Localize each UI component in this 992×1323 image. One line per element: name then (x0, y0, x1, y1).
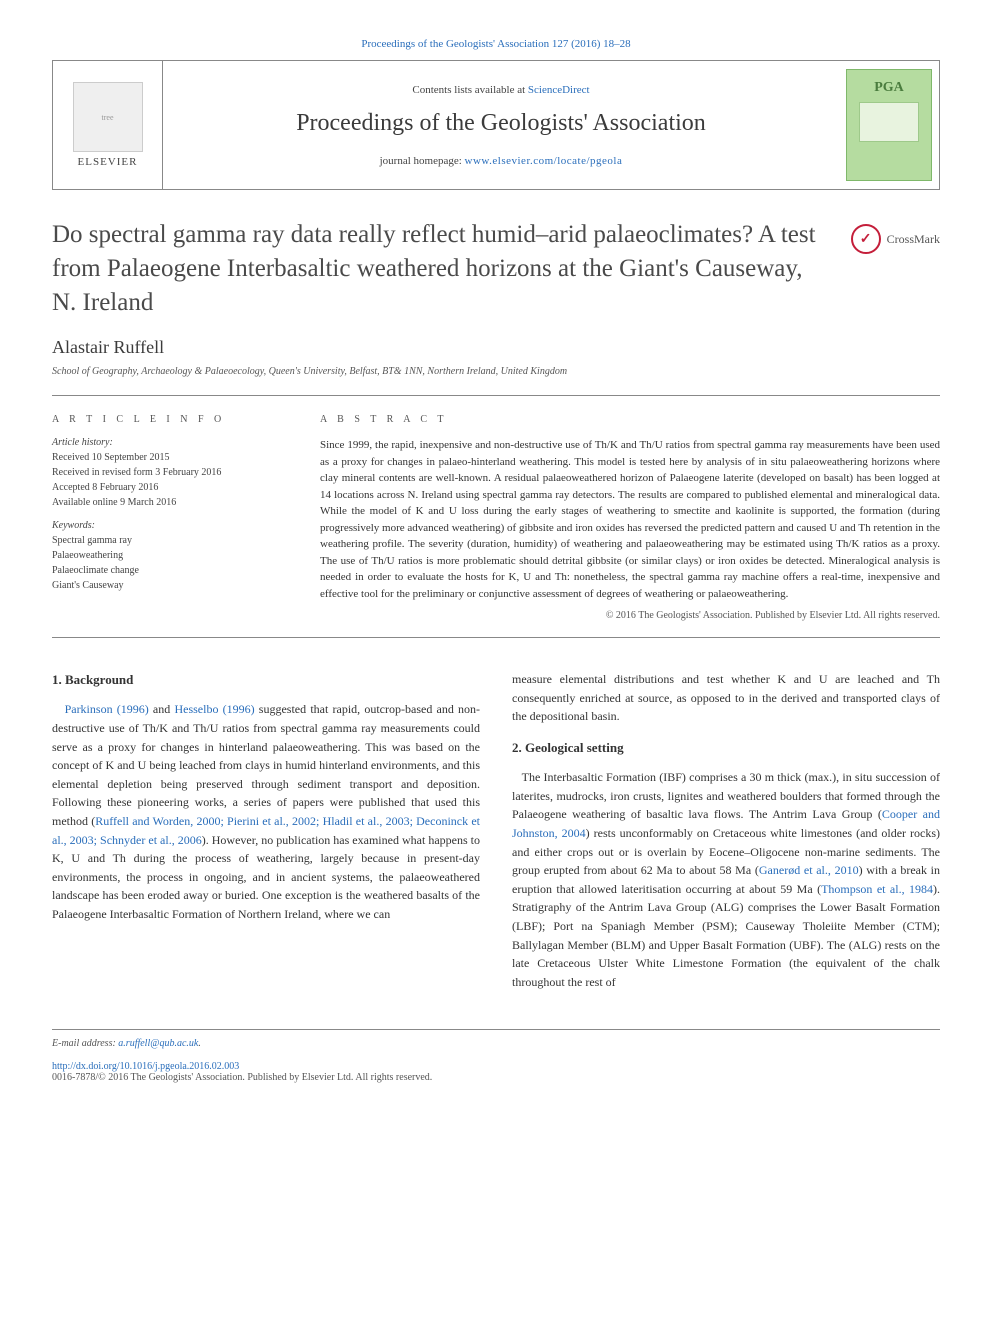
elsevier-tree-icon: tree (73, 82, 143, 152)
history-line: Accepted 8 February 2016 (52, 482, 158, 493)
crossmark-badge[interactable]: ✓ CrossMark (851, 224, 940, 254)
cover-inner-image (859, 102, 919, 142)
cover-image: PGA (846, 69, 932, 181)
author-name: Alastair Ruffell (52, 337, 940, 358)
issn-copyright-line: 0016-7878/© 2016 The Geologists' Associa… (52, 1072, 940, 1083)
body-paragraph: measure elemental distributions and test… (512, 670, 940, 726)
contents-prefix: Contents lists available at (412, 84, 527, 96)
abstract-heading: A B S T R A C T (320, 414, 940, 425)
body-text: suggested that rapid, outcrop-based and … (52, 702, 480, 828)
body-paragraph: Parkinson (1996) and Hesselbo (1996) sug… (52, 700, 480, 923)
article-title: Do spectral gamma ray data really reflec… (52, 218, 851, 319)
doi-line: http://dx.doi.org/10.1016/j.pgeola.2016.… (52, 1061, 940, 1072)
section-heading-1: 1. Background (52, 670, 480, 690)
corresponding-email-line: E-mail address: a.ruffell@qub.ac.uk. (52, 1038, 940, 1049)
keywords-heading: Keywords: (52, 520, 292, 531)
elsevier-logo[interactable]: tree ELSEVIER (53, 61, 163, 189)
citation-link[interactable]: Ganerød et al., 2010 (759, 863, 859, 877)
email-link[interactable]: a.ruffell@qub.ac.uk (118, 1038, 198, 1049)
page-footer: E-mail address: a.ruffell@qub.ac.uk. htt… (52, 1029, 940, 1083)
journal-homepage-line: journal homepage: www.elsevier.com/locat… (380, 155, 623, 167)
citation-link[interactable]: Thompson et al., 1984 (821, 882, 933, 896)
meta-abstract-block: A R T I C L E I N F O Article history: R… (52, 395, 940, 638)
body-columns: 1. Background Parkinson (1996) and Hesse… (52, 670, 940, 1003)
abstract-copyright: © 2016 The Geologists' Association. Publ… (320, 610, 940, 621)
elsevier-label: ELSEVIER (78, 156, 138, 168)
top-journal-text: Proceedings of the Geologists' Associati… (361, 38, 630, 50)
top-journal-link[interactable]: Proceedings of the Geologists' Associati… (52, 38, 940, 50)
body-paragraph: The Interbasaltic Formation (IBF) compri… (512, 768, 940, 991)
abstract-text: Since 1999, the rapid, inexpensive and n… (320, 437, 940, 602)
author-affiliation: School of Geography, Archaeology & Palae… (52, 366, 940, 377)
history-lines: Received 10 September 2015 Received in r… (52, 450, 292, 510)
cover-thumbnail[interactable]: PGA (839, 61, 939, 189)
email-label: E-mail address: (52, 1038, 118, 1049)
history-line: Received in revised form 3 February 2016 (52, 467, 221, 478)
contents-lists-line: Contents lists available at ScienceDirec… (412, 84, 589, 96)
header-center: Contents lists available at ScienceDirec… (163, 61, 839, 189)
history-line: Received 10 September 2015 (52, 452, 169, 463)
history-heading: Article history: (52, 437, 292, 448)
keyword: Palaeoweathering (52, 548, 292, 563)
crossmark-label: CrossMark (887, 232, 940, 247)
section-heading-2: 2. Geological setting (512, 738, 940, 758)
abstract-column: A B S T R A C T Since 1999, the rapid, i… (320, 414, 940, 621)
homepage-prefix: journal homepage: (380, 155, 465, 167)
body-text: ). Stratigraphy of the Antrim Lava Group… (512, 882, 940, 989)
history-line: Available online 9 March 2016 (52, 497, 176, 508)
journal-name: Proceedings of the Geologists' Associati… (296, 110, 706, 137)
article-info-column: A R T I C L E I N F O Article history: R… (52, 414, 292, 621)
keyword: Giant's Causeway (52, 578, 292, 593)
crossmark-icon: ✓ (851, 224, 881, 254)
keyword: Palaeoclimate change (52, 563, 292, 578)
citation-link[interactable]: Hesselbo (1996) (174, 702, 254, 716)
homepage-link[interactable]: www.elsevier.com/locate/pgeola (465, 155, 623, 167)
cover-pga-label: PGA (874, 80, 904, 96)
right-column: measure elemental distributions and test… (512, 670, 940, 1003)
body-text: and (149, 702, 175, 716)
keyword: Spectral gamma ray (52, 533, 292, 548)
doi-link[interactable]: http://dx.doi.org/10.1016/j.pgeola.2016.… (52, 1061, 239, 1072)
article-info-heading: A R T I C L E I N F O (52, 414, 292, 425)
sciencedirect-link[interactable]: ScienceDirect (528, 84, 590, 96)
body-text: The Interbasaltic Formation (IBF) compri… (512, 770, 940, 821)
left-column: 1. Background Parkinson (1996) and Hesse… (52, 670, 480, 1003)
journal-header: tree ELSEVIER Contents lists available a… (52, 60, 940, 190)
citation-link[interactable]: Parkinson (1996) (65, 702, 149, 716)
